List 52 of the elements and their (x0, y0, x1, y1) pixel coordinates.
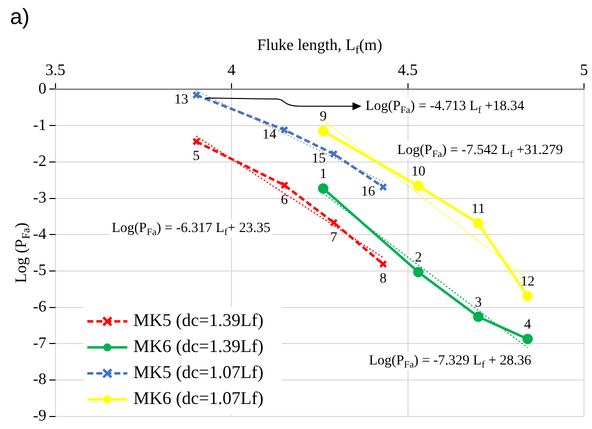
x-tick-label: 3.5 (45, 62, 66, 79)
point (413, 266, 424, 278)
annotation: 4 (524, 318, 532, 333)
annotation: 16 (361, 184, 376, 200)
x-tick-label: 4 (228, 62, 236, 79)
point (192, 137, 200, 146)
y-tick-label: -1 (33, 116, 46, 134)
y-tick-label: -4 (33, 226, 46, 243)
point (379, 260, 388, 268)
annotation: 10 (411, 164, 426, 180)
y-tick-label: 0 (38, 80, 46, 98)
x-tick-label: 4.5 (398, 62, 418, 79)
x-tick-label: 5 (580, 62, 588, 79)
annotation: 11 (472, 202, 486, 218)
y-tick-label: -2 (33, 153, 46, 170)
annotation: 6 (280, 192, 288, 208)
point (330, 150, 338, 158)
y-tick-label: -3 (33, 189, 46, 206)
annotation: 13 (174, 92, 188, 108)
point (330, 218, 338, 227)
annotation: 9 (320, 110, 327, 125)
point (280, 181, 288, 190)
legend-label: MK5 (dc=1.07Lf) (133, 362, 264, 382)
point (379, 182, 388, 192)
point (413, 180, 424, 192)
point (473, 312, 484, 322)
legend-label: MK6 (dc=1.39Lf) (133, 336, 264, 356)
y-tick-label: -8 (33, 371, 46, 388)
point (522, 334, 533, 344)
y-tick-label: -5 (33, 262, 46, 280)
annotation: 1 (320, 167, 327, 182)
annotation: 3 (474, 295, 482, 310)
point (318, 126, 328, 136)
y-tick-label: -9 (33, 408, 46, 425)
point (192, 90, 200, 100)
annotation: 7 (330, 230, 338, 246)
legend-label: MK6 (dc=1.07Lf) (133, 388, 264, 408)
y-tick-label: -6 (33, 298, 46, 316)
annotation: 8 (380, 272, 387, 287)
annotation: 5 (192, 149, 200, 164)
point (473, 218, 484, 229)
y-axis-title: Log (PFa) (13, 222, 33, 284)
y-tick-label: -7 (33, 334, 46, 352)
annotation: 12 (520, 274, 535, 290)
point (280, 126, 288, 134)
point (318, 183, 328, 194)
text: a) (10, 4, 30, 30)
point (522, 290, 533, 302)
annotation: 15 (312, 152, 326, 167)
annotation: 14 (262, 128, 276, 143)
legend-label: MK5 (dc=1.39Lf) (133, 310, 264, 330)
annotation: 2 (414, 250, 422, 266)
